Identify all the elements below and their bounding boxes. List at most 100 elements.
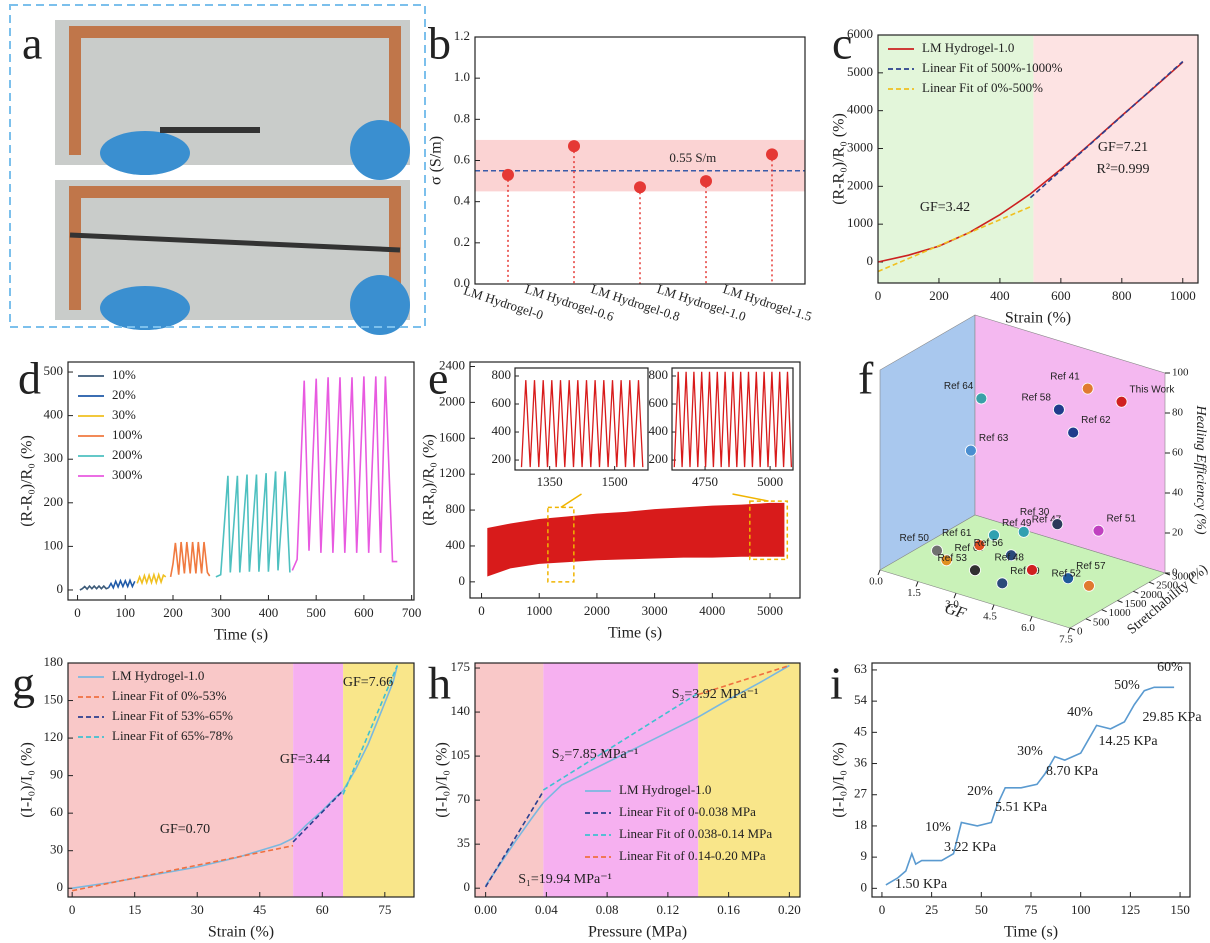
- pressure-label: 8.70 KPa: [1046, 764, 1099, 779]
- x-tick: [1029, 616, 1033, 622]
- x-axis-label: Strain (%): [1005, 310, 1071, 327]
- annotation: GF=3.44: [280, 752, 330, 767]
- x-tick-label: 3.0: [945, 599, 959, 611]
- x-tick-label: 2000: [584, 603, 610, 618]
- y-tick-label: 2500: [1156, 580, 1179, 592]
- legend-label: Linear Fit of 500%-1000%: [922, 60, 1063, 75]
- hydrogel-strip: [69, 232, 401, 253]
- y-tick-label: 30: [50, 842, 63, 857]
- legend-label: LM Hydrogel-1.0: [922, 40, 1014, 55]
- panel-letter: d: [18, 353, 41, 404]
- y-axis-label: (R-R₀)/R₀ (%): [831, 113, 848, 205]
- plot-frame: [877, 34, 1199, 284]
- point-label: Ref 58: [1021, 392, 1051, 403]
- point-label: Ref 57: [1076, 561, 1106, 572]
- pressure-label: 14.25 KPa: [1098, 734, 1158, 749]
- point-label: Ref 53: [938, 553, 968, 564]
- annotation: 10%: [925, 820, 951, 835]
- y-axis-label: (I-I₀)/I₀ (%): [19, 742, 36, 818]
- y-tick-label: 200: [649, 451, 669, 466]
- point: [975, 392, 988, 405]
- y-tick-label: 54: [854, 692, 868, 707]
- series-line: [136, 571, 167, 586]
- series-line: [291, 376, 398, 571]
- y-tick-label: 5000: [847, 64, 873, 79]
- y-tick-label: 2400: [439, 357, 465, 372]
- x-tick-label: 400: [259, 605, 279, 620]
- x-tick-label: 4000: [699, 603, 725, 618]
- point: [568, 140, 580, 153]
- annotation: S₂=7.85 MPa⁻¹: [552, 747, 639, 762]
- point: [634, 181, 646, 194]
- z-tick-label: 40: [1172, 487, 1184, 499]
- point: [1115, 395, 1128, 408]
- series-line: [72, 665, 399, 889]
- series-line: [292, 790, 344, 843]
- y-tick-label: 500: [44, 363, 64, 378]
- x-tick-label: 25: [925, 902, 938, 917]
- reference-label: 0.55 S/m: [669, 150, 716, 165]
- series-line: [1029, 60, 1184, 199]
- y-tick: [1069, 627, 1076, 631]
- x-tick-label: 150: [1170, 902, 1190, 917]
- y-tick: [1101, 609, 1107, 613]
- point-label: Ref 49: [1002, 518, 1032, 529]
- legend-label: Linear Fit of 0.038-0.14 MPa: [619, 826, 772, 841]
- annotation: R²=0.999: [1097, 162, 1150, 177]
- point-label: Ref 52: [1052, 568, 1082, 579]
- y-tick-label: 0.0: [454, 275, 470, 290]
- y-tick-label: 70: [457, 791, 470, 806]
- point-label: Ref 62: [1081, 415, 1111, 426]
- point: [964, 444, 977, 457]
- annotation: 20%: [967, 784, 993, 799]
- x-axis-label: Time (s): [608, 625, 662, 642]
- point: [1062, 572, 1074, 585]
- y-tick-label: 0: [57, 581, 64, 596]
- y-tick-label: 0: [1077, 626, 1083, 638]
- x-tick-label: 3000: [642, 603, 668, 618]
- x-tick-label: 200: [929, 288, 949, 303]
- y-tick-label: 0: [57, 879, 64, 894]
- legend-label: 100%: [112, 427, 143, 442]
- series-line: [877, 206, 1031, 273]
- y-tick-label: 1000: [1109, 607, 1132, 619]
- y-tick-label: 400: [446, 537, 466, 552]
- x-tick-label: 200: [163, 605, 183, 620]
- glove: [350, 275, 410, 335]
- x-tick: [915, 581, 919, 587]
- x-tick-label: 800: [1112, 288, 1132, 303]
- x-tick-label: 0: [875, 288, 882, 303]
- y-tick-label: 175: [451, 659, 471, 674]
- y-tick-label: 90: [50, 767, 63, 782]
- panel-letter: c: [832, 18, 852, 69]
- panel-letter: i: [830, 658, 843, 709]
- plot-frame: [67, 361, 415, 601]
- x-tick: [991, 604, 995, 610]
- x-tick-label: 700: [402, 605, 422, 620]
- x-tick: [953, 593, 957, 599]
- annotation: S₁=19.94 MPa⁻¹: [518, 872, 612, 887]
- x-tick-label: 125: [1121, 902, 1141, 917]
- x-tick-label: 15: [128, 902, 141, 917]
- x-tick-label: 1500: [602, 474, 628, 489]
- y-tick-label: 800: [492, 367, 512, 382]
- series-line: [79, 584, 109, 591]
- series-line: [72, 844, 294, 892]
- panel-letter: b: [428, 18, 451, 69]
- annotation: 30%: [1017, 744, 1043, 759]
- x-tick: [877, 569, 881, 576]
- x-tick-label: 5000: [757, 603, 783, 618]
- y-tick-label: 2000: [847, 177, 873, 192]
- x-tick-label: 0.16: [717, 902, 740, 917]
- highlight-box: [749, 500, 789, 561]
- x-axis-label: GF: [942, 600, 968, 623]
- y-tick-label: 150: [44, 692, 64, 707]
- x-tick-label: 0: [879, 902, 886, 917]
- y-tick: [1085, 618, 1092, 622]
- point-label: Ref 50: [900, 533, 930, 544]
- signal-band: [487, 502, 785, 577]
- y-tick-label: 800: [649, 367, 669, 382]
- z-tick-label: 0: [1172, 567, 1178, 579]
- x-tick-label: 0.0: [869, 576, 883, 588]
